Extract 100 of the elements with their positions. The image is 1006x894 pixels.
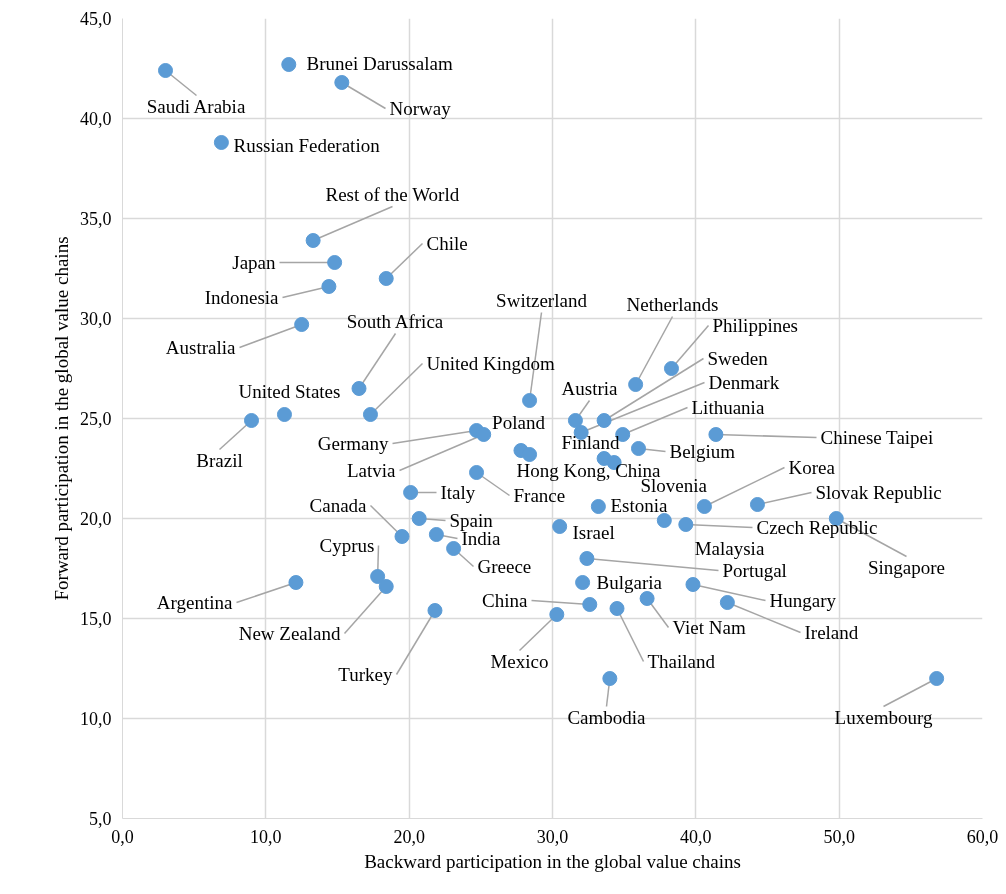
annotation: Greece bbox=[477, 556, 532, 577]
annotation: United Kingdom bbox=[426, 353, 555, 374]
annotation: Czech Republic bbox=[756, 517, 878, 538]
annotation: France bbox=[513, 485, 566, 506]
annotation: Netherlands bbox=[626, 294, 719, 315]
point bbox=[602, 671, 618, 686]
point bbox=[678, 517, 694, 532]
point bbox=[446, 541, 462, 556]
annotation: Indonesia bbox=[204, 287, 280, 308]
annotation: Finland bbox=[561, 432, 621, 453]
point bbox=[244, 413, 259, 428]
point bbox=[158, 63, 173, 78]
annotation: Viet Nam bbox=[672, 617, 746, 638]
annotation: Rest of the World bbox=[325, 184, 460, 205]
point bbox=[427, 603, 443, 618]
annotation: Brunei Darussalam bbox=[306, 53, 453, 74]
annotation: Japan bbox=[232, 252, 276, 273]
annotation: Sweden bbox=[707, 348, 769, 369]
annotation: Brazil bbox=[196, 450, 243, 471]
y-tick-label: 15,0 bbox=[80, 609, 112, 629]
point bbox=[575, 575, 591, 590]
annotation: Canada bbox=[309, 495, 368, 516]
annotation: Philippines bbox=[712, 315, 799, 336]
x-tick-label: 30,0 bbox=[536, 826, 569, 847]
point bbox=[631, 441, 646, 456]
point bbox=[334, 75, 350, 90]
x-tick-label: 20,0 bbox=[393, 826, 425, 847]
annotation: New Zealand bbox=[238, 623, 341, 644]
annotation: Turkey bbox=[338, 664, 393, 685]
point bbox=[749, 497, 765, 512]
point bbox=[305, 233, 321, 248]
point bbox=[579, 551, 595, 566]
annotation: Argentina bbox=[156, 592, 234, 613]
annotation: Bulgaria bbox=[596, 572, 663, 593]
point bbox=[567, 413, 583, 428]
point bbox=[609, 601, 625, 616]
point bbox=[685, 577, 701, 592]
annotation: Poland bbox=[492, 412, 546, 433]
annotation: Chinese Taipei bbox=[820, 427, 934, 448]
annotation: Chile bbox=[426, 233, 468, 254]
point bbox=[469, 465, 485, 480]
point bbox=[708, 427, 724, 442]
annotation: Ireland bbox=[804, 622, 859, 643]
point bbox=[522, 393, 538, 408]
point bbox=[929, 671, 945, 686]
annotation: Norway bbox=[389, 98, 452, 119]
annotation: Estonia bbox=[610, 495, 669, 516]
point bbox=[378, 271, 394, 286]
point bbox=[696, 499, 712, 514]
y-axis-title: Forward participation in the global value chains bbox=[51, 236, 72, 601]
y-tick-label: 10,0 bbox=[80, 709, 112, 729]
point bbox=[663, 361, 679, 376]
y-tick-label: 20,0 bbox=[80, 509, 112, 529]
annotation: Thailand bbox=[647, 651, 716, 672]
y-tick-label: 5,0 bbox=[89, 809, 112, 829]
point bbox=[656, 513, 672, 528]
annotation: China bbox=[482, 590, 529, 611]
point bbox=[428, 527, 444, 542]
point bbox=[351, 381, 367, 396]
annotation: United States bbox=[238, 381, 341, 402]
point bbox=[276, 407, 292, 422]
x-tick-label: 40,0 bbox=[680, 826, 712, 847]
point bbox=[213, 135, 229, 150]
x-axis-title: Backward participation in the global value chains bbox=[364, 850, 741, 872]
point bbox=[327, 255, 343, 270]
x-tick-label: 60,0 bbox=[966, 826, 999, 847]
annotation: Korea bbox=[788, 457, 836, 478]
annotation: Germany bbox=[317, 433, 389, 454]
annotation: Mexico bbox=[490, 651, 549, 672]
point bbox=[590, 499, 606, 514]
point bbox=[522, 447, 538, 462]
point bbox=[321, 279, 337, 294]
annotation: Cyprus bbox=[319, 535, 375, 556]
annotation: Malaysia bbox=[694, 538, 765, 559]
y-tick-label: 35,0 bbox=[80, 209, 112, 229]
annotation: Hungary bbox=[769, 590, 837, 611]
annotation: Switzerland bbox=[496, 290, 588, 311]
annotation: South Africa bbox=[346, 311, 444, 332]
y-tick-label: 25,0 bbox=[80, 409, 112, 429]
annotation: Slovak Republic bbox=[815, 482, 942, 503]
y-tick-label: 40,0 bbox=[80, 109, 112, 129]
x-tick-label: 50,0 bbox=[823, 826, 855, 847]
point bbox=[719, 595, 735, 610]
annotation: Austria bbox=[561, 378, 619, 399]
point bbox=[552, 519, 568, 534]
point bbox=[288, 575, 304, 590]
point bbox=[281, 57, 297, 72]
annotation: Spain bbox=[449, 510, 494, 531]
point bbox=[549, 607, 565, 622]
annotation: Israel bbox=[572, 522, 615, 543]
annotation: Belgium bbox=[669, 441, 736, 462]
annotation: Lithuania bbox=[691, 397, 765, 418]
x-tick-label: 0,0 bbox=[111, 826, 134, 847]
annotation: Saudi Arabia bbox=[146, 96, 246, 117]
point bbox=[582, 597, 598, 612]
annotation: Cambodia bbox=[567, 707, 647, 728]
point bbox=[596, 413, 612, 428]
point bbox=[362, 407, 378, 422]
annotation: Denmark bbox=[708, 372, 780, 393]
point bbox=[628, 377, 644, 392]
